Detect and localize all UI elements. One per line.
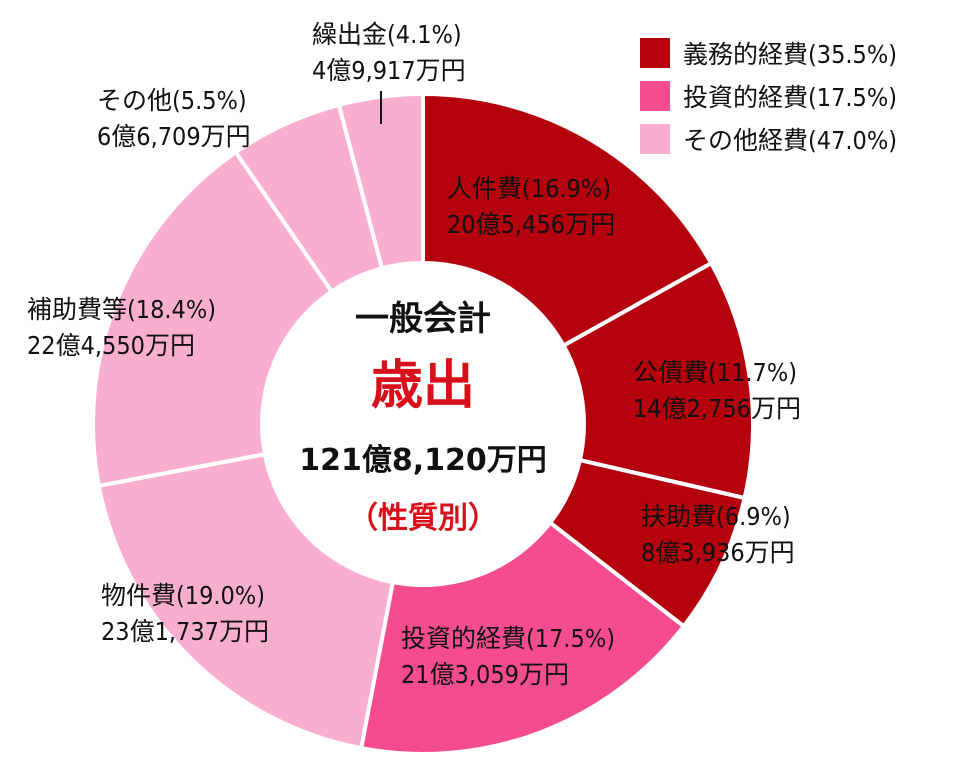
slice-label-amount: 23億1,737万円 <box>101 617 269 646</box>
legend-label: その他経費(47.0%) <box>683 126 897 155</box>
slice-label-name: その他(5.5%) <box>97 86 247 115</box>
slice-label-amount: 22億4,550万円 <box>27 331 195 360</box>
legend-label: 投資的経費(17.5%) <box>683 83 897 112</box>
slice-label-amount: 8億3,936万円 <box>641 538 795 567</box>
center-title: 一般会計 <box>355 299 491 339</box>
slice-label-amount: 20億5,456万円 <box>447 210 615 239</box>
slice-label-name: 補助費等(18.4%) <box>27 295 216 324</box>
center-total: 121億8,120万円 <box>299 443 547 478</box>
slice-label-name: 投資的経費(17.5%) <box>401 624 615 653</box>
legend-swatch <box>640 38 670 68</box>
slice-label-amount: 21億3,059万円 <box>401 660 569 689</box>
slice-label-name: 物件費(19.0%) <box>101 581 265 610</box>
slice-label-name: 人件費(16.9%) <box>447 174 611 203</box>
center-hole <box>260 261 586 587</box>
slice-label-name: 公債費(11.7%) <box>633 358 797 387</box>
center-subtitle: （性質別） <box>348 501 498 536</box>
legend-swatch <box>640 124 670 154</box>
slice-label-name: 扶助費(6.9%) <box>641 502 791 531</box>
legend: 義務的経費(35.5%) 投資的経費(17.5%) その他経費(47.0%) <box>640 38 897 155</box>
slice-label-amount: 6億6,709万円 <box>97 122 251 151</box>
slice-label-amount: 4億9,917万円 <box>312 56 466 85</box>
center-main-label: 歳出 <box>371 356 475 416</box>
slice-label-amount: 14億2,756万円 <box>633 394 801 423</box>
slice-label-name: 繰出金(4.1%) <box>312 20 462 49</box>
legend-label: 義務的経費(35.5%) <box>683 40 897 69</box>
legend-swatch <box>640 81 670 111</box>
